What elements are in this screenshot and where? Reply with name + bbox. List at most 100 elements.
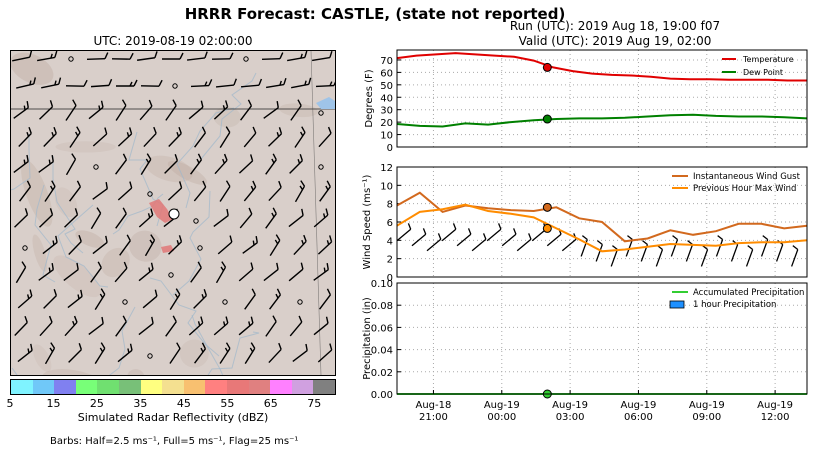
wind-barb	[240, 99, 253, 121]
wind-barb	[715, 235, 724, 257]
calm-wind-marker	[318, 110, 324, 116]
terrain-shade	[75, 230, 105, 248]
wind-barb	[291, 77, 312, 89]
wind-barb	[215, 261, 227, 284]
wind-barb	[68, 343, 83, 363]
wind-barb	[65, 99, 77, 121]
wind-barb	[190, 261, 202, 283]
wind-barb	[610, 245, 618, 267]
valid-time-marker	[542, 202, 552, 212]
wind-barb	[426, 233, 442, 252]
legend-entry: Accumulated Precipitation	[672, 288, 804, 298]
wind-barb	[190, 153, 203, 175]
river-line	[34, 184, 56, 283]
wind-barb	[164, 154, 179, 174]
river-line	[200, 72, 257, 160]
series-line-temperature	[396, 52, 807, 82]
colorbar-segment	[32, 380, 55, 394]
wind-barb	[90, 207, 102, 230]
wind-barb	[165, 99, 177, 121]
main-title: HRRR Forecast: CASTLE, (state not report…	[184, 5, 566, 23]
wind-barb	[318, 126, 332, 148]
wind-barb	[17, 343, 33, 363]
wind-barb	[94, 288, 106, 311]
wind-barb	[217, 235, 233, 255]
wind-barb	[319, 288, 332, 310]
wind-barb	[12, 51, 33, 62]
wind-barb	[39, 100, 54, 120]
wind-barb	[219, 342, 231, 364]
valid-time-label: Valid (UTC): 2019 Aug 19, 02:00	[518, 34, 712, 48]
x-tick-date: Aug-19	[484, 400, 520, 411]
y-axis-label: Degrees (F)	[364, 69, 375, 127]
wind-barb	[186, 51, 208, 61]
calm-wind-marker	[147, 191, 153, 197]
wind-barb	[86, 52, 109, 61]
x-tick-time: 21:00	[419, 412, 448, 423]
calm-wind-marker	[122, 299, 128, 305]
wind-barb	[501, 228, 517, 247]
wind-barb	[138, 208, 154, 228]
river-line	[172, 190, 211, 296]
wind-barb	[238, 154, 254, 174]
wind-barb	[244, 288, 256, 310]
wind-barb	[115, 315, 127, 337]
colorbar-segment	[118, 380, 141, 394]
y-tick-label: 10	[380, 181, 393, 192]
wind-barb	[411, 228, 427, 247]
x-tick-time: 12:00	[761, 412, 790, 423]
wind-barb	[16, 77, 37, 89]
wind-barb	[289, 315, 303, 337]
wind-barb	[167, 181, 183, 201]
wind-barb	[242, 235, 258, 254]
wind-barb	[139, 99, 153, 121]
wind-barb	[114, 261, 128, 283]
terrain-shade	[179, 339, 209, 368]
y-tick-label: 70	[380, 56, 393, 67]
legend-label: Instantaneous Wind Gust	[693, 172, 801, 182]
run-time-label: Run (UTC): 2019 Aug 18, 19:00 f07	[509, 19, 721, 33]
calm-wind-marker	[172, 83, 178, 89]
wind-barb	[111, 52, 134, 60]
y-tick-label: 20	[380, 118, 393, 129]
river-line	[57, 204, 109, 288]
wind-barb	[38, 154, 54, 173]
legend-entry: Temperature	[722, 55, 794, 64]
y-axis-label: Precipitation (in)	[362, 297, 373, 380]
river-line	[191, 314, 224, 375]
wind-barb	[88, 316, 104, 335]
wind-barb	[561, 233, 577, 252]
colorbar-segment	[54, 380, 76, 394]
radar-map[interactable]	[10, 50, 336, 376]
y-tick-label: 0.04	[371, 346, 393, 357]
wind-barb	[294, 180, 306, 203]
wind-barb	[92, 181, 108, 200]
wind-barb	[92, 127, 108, 147]
radar-map-canvas	[11, 51, 335, 375]
legend-entry: Dew Point	[722, 68, 783, 77]
wind-barb	[317, 235, 333, 255]
wind-barb	[115, 99, 127, 121]
wind-barb	[43, 126, 57, 147]
y-tick-label: 0.00	[371, 390, 393, 401]
wind-barb	[293, 234, 307, 256]
wind-barb	[15, 261, 27, 284]
wind-barb	[94, 342, 106, 365]
map-title: UTC: 2019-08-19 02:00:00	[93, 34, 253, 48]
wind-barb	[63, 262, 79, 281]
wind-barb	[90, 78, 113, 88]
wind-barb	[268, 180, 282, 202]
legend-label: Previous Hour Max Wind	[693, 184, 796, 194]
wind-barb	[116, 79, 138, 87]
calm-wind-marker	[168, 272, 174, 278]
colorbar-segment	[11, 380, 33, 394]
terrain-shade	[33, 344, 52, 372]
panel-frame	[396, 166, 808, 278]
wind-barb	[37, 51, 58, 62]
wind-barb	[140, 153, 152, 176]
wind-barb	[13, 100, 29, 119]
wind-barb	[219, 180, 231, 202]
calm-wind-marker	[297, 299, 303, 305]
